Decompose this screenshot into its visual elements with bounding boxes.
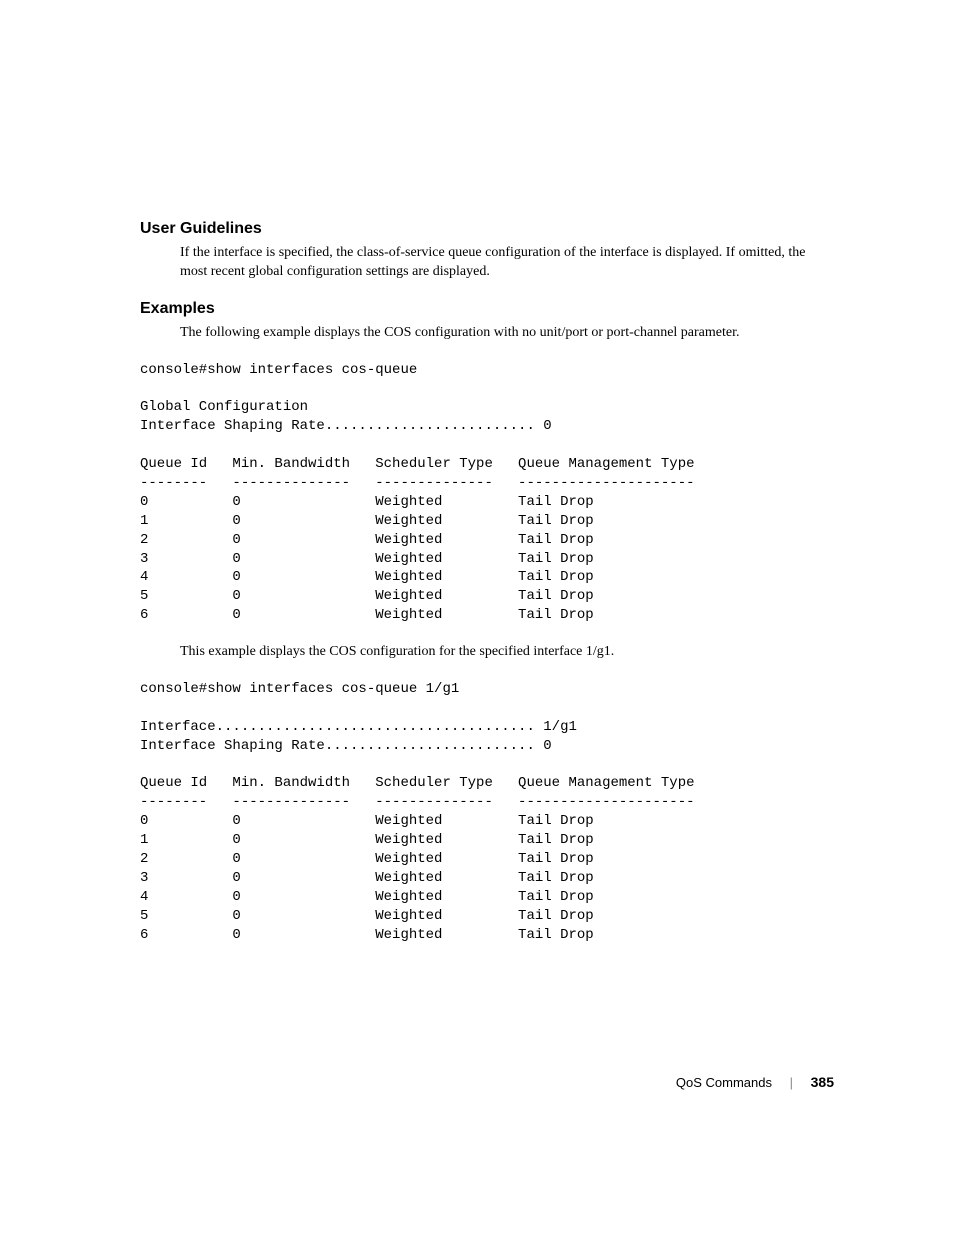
user-guidelines-heading: User Guidelines [140,220,824,238]
footer-separator: | [790,1075,793,1090]
page-footer: QoS Commands | 385 [676,1074,834,1090]
user-guidelines-body: If the interface is specified, the class… [180,244,824,282]
examples-mid: This example displays the COS configurat… [180,643,824,662]
cli-example-1: console#show interfaces cos-queue Global… [140,361,824,625]
examples-intro: The following example displays the COS c… [180,324,824,343]
footer-section: QoS Commands [676,1075,772,1090]
examples-heading: Examples [140,300,824,318]
footer-page-number: 385 [811,1074,834,1090]
cli-example-2: console#show interfaces cos-queue 1/g1 I… [140,680,824,944]
